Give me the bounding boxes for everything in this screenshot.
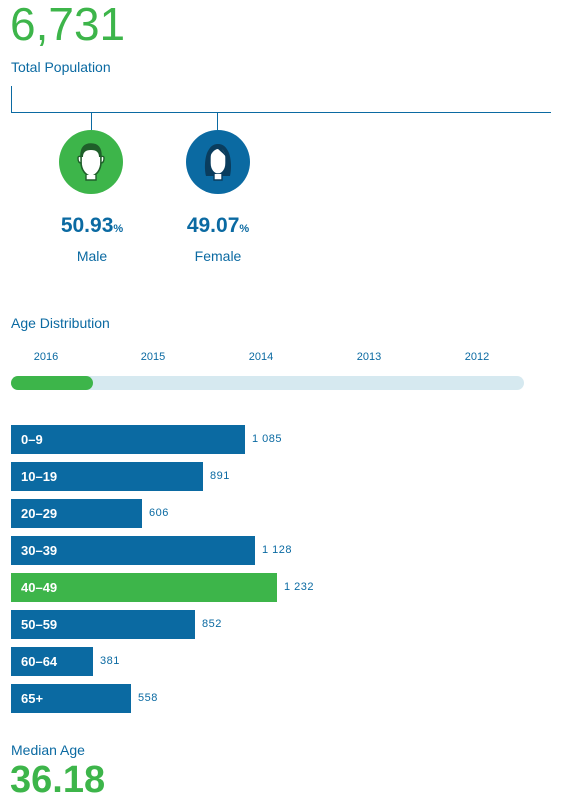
- age-bar-value: 381: [100, 655, 120, 667]
- age-bar-value: 852: [202, 618, 222, 630]
- female-icon-circle: [186, 130, 250, 194]
- age-bar-value: 1 085: [252, 433, 283, 445]
- age-bar-label: 10–19: [21, 469, 58, 484]
- age-bar-60-64: 60–64: [11, 647, 93, 676]
- year-tab-2016[interactable]: 2016: [33, 351, 59, 363]
- male-connector-line: [91, 112, 92, 130]
- age-bar-label: 40–49: [21, 580, 58, 595]
- year-tab-2015[interactable]: 2015: [140, 351, 166, 363]
- age-bar-label: 20–29: [21, 506, 58, 521]
- total-population-label: Total Population: [11, 59, 111, 75]
- female-connector-line: [217, 112, 218, 130]
- female-percentage: 49.07%: [186, 214, 250, 237]
- age-bar-0-9: 0–9: [11, 425, 245, 454]
- male-face-icon: [77, 143, 105, 181]
- total-population-value: 6,731: [10, 0, 126, 50]
- age-bar-label: 60–64: [21, 654, 58, 669]
- age-bar-label: 50–59: [21, 617, 58, 632]
- median-age-value: 36.18: [10, 759, 106, 801]
- age-bar-value: 1 232: [284, 581, 315, 593]
- age-bar-65+: 65+: [11, 684, 131, 713]
- female-label: Female: [194, 248, 242, 264]
- male-icon-circle: [59, 130, 123, 194]
- age-bar-label: 30–39: [21, 543, 58, 558]
- age-bar-value: 606: [149, 507, 169, 519]
- age-bar-40-49: 40–49: [11, 573, 277, 602]
- age-bar-50-59: 50–59: [11, 610, 195, 639]
- female-face-icon: [204, 144, 232, 181]
- year-tab-2013[interactable]: 2013: [356, 351, 382, 363]
- bracket-horizontal-line: [11, 112, 551, 113]
- male-percentage: 50.93%: [60, 214, 124, 237]
- age-bar-10-19: 10–19: [11, 462, 203, 491]
- age-bar-30-39: 30–39: [11, 536, 255, 565]
- year-slider-handle[interactable]: [11, 376, 93, 390]
- median-age-label: Median Age: [11, 742, 85, 758]
- age-bar-value: 558: [138, 692, 158, 704]
- male-label: Male: [76, 248, 108, 264]
- age-bar-value: 891: [210, 470, 230, 482]
- year-tab-2012[interactable]: 2012: [464, 351, 490, 363]
- age-bar-label: 65+: [21, 691, 44, 706]
- year-tab-2014[interactable]: 2014: [248, 351, 274, 363]
- age-bar-label: 0–9: [21, 432, 43, 447]
- age-bar-20-29: 20–29: [11, 499, 142, 528]
- age-bar-value: 1 128: [262, 544, 293, 556]
- bracket-left-line: [11, 86, 12, 113]
- year-slider-track[interactable]: [11, 376, 524, 390]
- age-distribution-title: Age Distribution: [11, 315, 110, 331]
